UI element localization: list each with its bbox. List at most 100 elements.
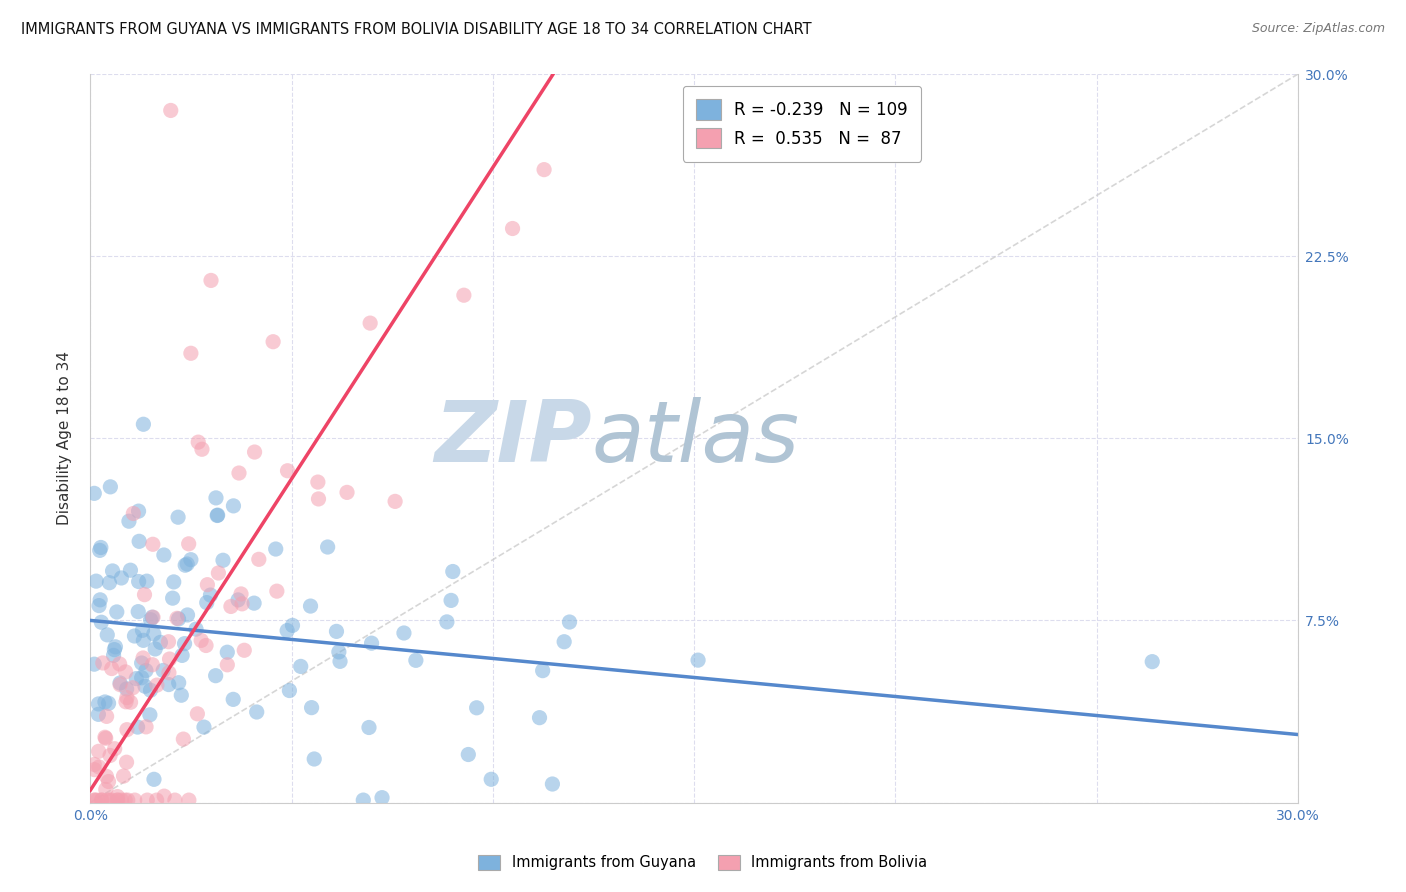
Point [172, 648, 194, 663]
Point [97, 696, 120, 710]
Point [325, 624, 347, 639]
Point [124, 629, 146, 643]
Point [135, 720, 157, 734]
Point [247, 552, 270, 566]
Point [329, 654, 352, 668]
Point [276, 624, 298, 638]
Point [87, 599, 110, 613]
Y-axis label: Disability Age 18 to 34: Disability Age 18 to 34 [58, 351, 72, 525]
Legend: R = -0.239   N = 109, R =  0.535   N =  87: R = -0.239 N = 109, R = 0.535 N = 87 [683, 86, 921, 161]
Point [108, 676, 131, 690]
Point [217, 645, 239, 659]
Point [162, 591, 184, 606]
Point [1142, 655, 1164, 669]
Point [200, 588, 222, 602]
Point [143, 772, 166, 787]
Point [243, 596, 266, 610]
Point [359, 316, 381, 330]
Point [195, 596, 218, 610]
Point [136, 793, 159, 807]
Point [132, 633, 155, 648]
Point [217, 657, 239, 672]
Point [96, 769, 118, 783]
Point [336, 485, 359, 500]
Point [262, 334, 284, 349]
Point [184, 622, 207, 636]
Point [176, 557, 198, 571]
Text: IMMIGRANTS FROM GUYANA VS IMMIGRANTS FROM BOLIVIA DISABILITY AGE 18 TO 34 CORREL: IMMIGRANTS FROM GUYANA VS IMMIGRANTS FRO… [21, 22, 811, 37]
Point [207, 566, 229, 580]
Point [205, 491, 228, 505]
Point [191, 442, 214, 457]
Point [212, 553, 235, 567]
Point [533, 162, 555, 177]
Point [90, 615, 112, 630]
Point [96, 793, 118, 807]
Point [83, 657, 105, 672]
Point [316, 540, 339, 554]
Point [278, 683, 301, 698]
Point [479, 772, 502, 787]
Point [86, 793, 108, 807]
Point [187, 435, 209, 450]
Text: ZIP: ZIP [434, 397, 592, 480]
Point [226, 593, 249, 607]
Point [328, 645, 350, 659]
Point [142, 537, 165, 551]
Point [120, 563, 142, 577]
Point [103, 648, 125, 663]
Point [131, 656, 153, 670]
Point [96, 709, 118, 723]
Point [143, 642, 166, 657]
Point [384, 494, 406, 508]
Point [104, 640, 127, 654]
Point [94, 731, 117, 746]
Point [115, 695, 138, 709]
Point [128, 504, 150, 518]
Point [127, 720, 149, 734]
Point [180, 552, 202, 566]
Point [139, 613, 162, 627]
Point [141, 657, 163, 672]
Point [131, 624, 153, 638]
Point [108, 657, 131, 671]
Point [83, 793, 105, 807]
Point [157, 677, 180, 691]
Point [299, 599, 322, 613]
Point [174, 558, 197, 573]
Point [167, 612, 190, 626]
Point [195, 639, 218, 653]
Point [100, 793, 122, 807]
Point [360, 636, 382, 650]
Point [89, 543, 111, 558]
Point [176, 607, 198, 622]
Point [180, 346, 202, 360]
Point [436, 615, 458, 629]
Point [193, 720, 215, 734]
Point [440, 593, 463, 607]
Point [207, 508, 229, 522]
Point [170, 688, 193, 702]
Point [229, 587, 252, 601]
Point [190, 633, 212, 648]
Point [159, 103, 181, 118]
Point [125, 672, 148, 686]
Point [163, 793, 186, 807]
Point [100, 661, 122, 675]
Point [173, 637, 195, 651]
Point [307, 475, 329, 489]
Point [246, 705, 269, 719]
Legend: Immigrants from Guyana, Immigrants from Bolivia: Immigrants from Guyana, Immigrants from … [472, 848, 934, 876]
Point [94, 782, 117, 797]
Point [205, 508, 228, 523]
Point [107, 793, 129, 807]
Point [145, 793, 167, 807]
Point [142, 627, 165, 641]
Point [83, 763, 105, 777]
Point [222, 692, 245, 706]
Point [134, 679, 156, 693]
Point [98, 748, 121, 763]
Point [153, 548, 176, 562]
Point [231, 597, 253, 611]
Point [121, 681, 143, 695]
